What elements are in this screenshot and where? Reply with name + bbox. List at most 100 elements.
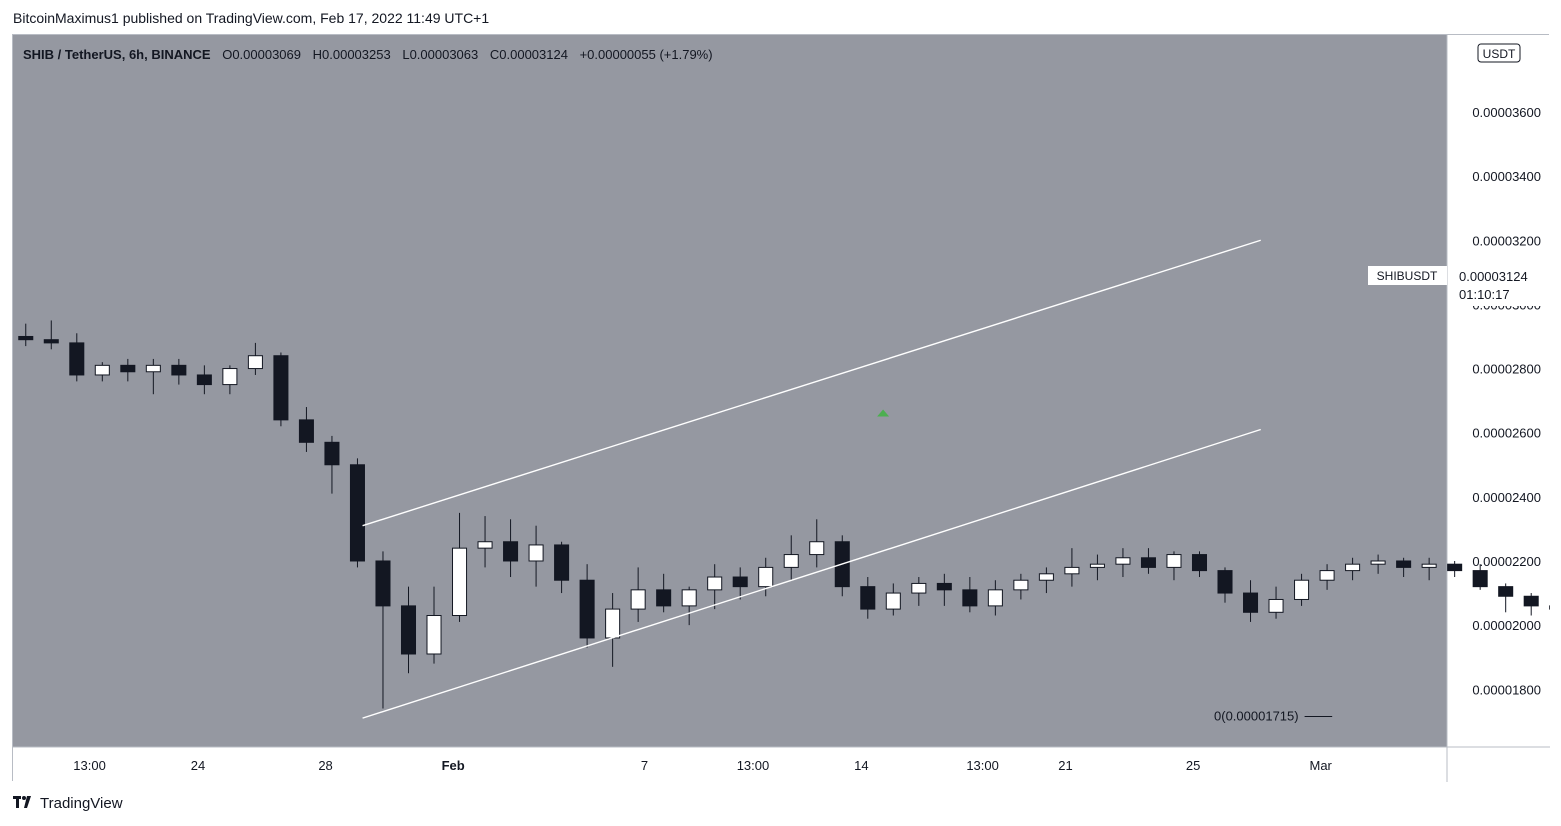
last-price-value: 0.00003124 (1459, 269, 1528, 284)
time-tick-label: 24 (191, 758, 205, 773)
candle-body-up (1115, 557, 1131, 565)
candle-body-up (885, 592, 901, 610)
candle-body-down (732, 576, 748, 588)
time-tick-label: 13:00 (73, 758, 106, 773)
candle-body-up (1319, 570, 1335, 581)
candle (503, 519, 519, 578)
candle-body-down (503, 541, 519, 562)
candle-body-up (758, 566, 774, 588)
candle-body-down (1447, 563, 1463, 572)
candle-body-up (477, 541, 493, 549)
low-value: 0.00003063 (410, 47, 479, 62)
candle-body-up (1294, 579, 1310, 600)
candle-body-up (145, 364, 161, 373)
candle-body-down (298, 419, 314, 443)
candle (1217, 567, 1233, 603)
candle (1345, 557, 1361, 581)
candle (94, 362, 110, 382)
candle-body-up (528, 544, 544, 562)
price-tick-label: 0.00002200 (1472, 554, 1541, 569)
candle (758, 557, 774, 597)
candlestick-chart[interactable]: 0(0.00001715) 0.00001800 0.00002000 0.0000… (13, 35, 1550, 782)
candle-body-down (1191, 554, 1208, 572)
candle (1166, 551, 1182, 581)
candle (1319, 564, 1335, 590)
tradingview-logo-icon (13, 795, 35, 812)
candle (809, 519, 825, 568)
candle (1370, 554, 1386, 574)
time-tick-label: 13:00 (966, 758, 999, 773)
candle (69, 333, 85, 382)
candle (554, 541, 570, 594)
candle-body-down (375, 560, 391, 607)
plot-area[interactable] (13, 35, 1447, 747)
candle-body-up (1166, 554, 1182, 568)
candle (426, 586, 442, 664)
price-axis-bg[interactable] (1447, 35, 1550, 747)
candle-body-up (452, 547, 468, 617)
candle (1013, 573, 1029, 600)
open-value: 0.00003069 (232, 47, 301, 62)
candle (247, 342, 263, 375)
bar-countdown: 01:10:17 (1459, 287, 1510, 302)
time-tick-label: 25 (1186, 758, 1200, 773)
chart-frame: 0(0.00001715) 0.00001800 0.00002000 0.0000… (12, 34, 1550, 782)
channel-line-upper (362, 239, 1261, 527)
candle (962, 577, 978, 613)
candle-body-down (324, 441, 340, 466)
candle (732, 567, 748, 600)
candle-body-down (171, 364, 187, 376)
price-tick-label: 0.00001800 (1472, 682, 1541, 697)
candle (860, 577, 876, 619)
candle (171, 358, 187, 385)
candle-body-down (349, 464, 365, 562)
candle (222, 365, 238, 395)
candle (1038, 567, 1054, 594)
candle (1140, 548, 1156, 574)
candle-body-down (579, 579, 595, 639)
fib-level-label: 0(0.00001715) (1214, 709, 1299, 724)
candle-body-down (1140, 557, 1156, 568)
candle (120, 358, 136, 382)
price-tick-label: 0.00002000 (1472, 618, 1541, 633)
candle-body-down (860, 586, 876, 610)
candle-body-down (1243, 592, 1259, 613)
candle-body-up (1345, 563, 1361, 572)
candle-body-up (1013, 579, 1029, 591)
candle (273, 352, 289, 427)
time-axis-ticks: 13:00 24 28 Feb 7 13:00 14 13:00 21 25 Mar (73, 758, 1332, 773)
candle (707, 564, 723, 610)
currency-badge[interactable]: USDT (1477, 43, 1521, 63)
footer-branding: TradingView (13, 795, 123, 812)
candle-body-down (18, 335, 34, 341)
candle-body-down (400, 605, 417, 655)
candle (936, 573, 952, 606)
candle (43, 320, 59, 350)
candle-body-up (247, 355, 263, 370)
candle (1421, 557, 1437, 581)
candle (452, 512, 468, 622)
candle-body-up (1268, 598, 1284, 613)
candle-body-up (681, 589, 697, 607)
candle-body-up (911, 582, 927, 594)
time-tick-label: 28 (318, 758, 332, 773)
candle (349, 458, 365, 568)
candle-body-down (273, 355, 289, 421)
candle-body-up (783, 554, 799, 568)
time-tick-label: 14 (854, 758, 868, 773)
candle (18, 323, 34, 347)
candle-body-down (196, 374, 212, 386)
time-tick-label: 7 (641, 758, 648, 773)
candle (1294, 573, 1310, 606)
close-label: C (490, 47, 499, 62)
low-label: L (402, 47, 409, 62)
time-axis-bg[interactable] (13, 747, 1550, 782)
candle-body-up (1064, 566, 1080, 575)
candle (783, 535, 799, 581)
candle (605, 593, 621, 667)
candle (324, 435, 340, 494)
candle (1396, 557, 1412, 578)
candle (1268, 586, 1284, 619)
price-tick-label: 0.00003200 (1472, 233, 1541, 248)
published-by-label: BitcoinMaximus1 published on TradingView… (13, 10, 490, 26)
